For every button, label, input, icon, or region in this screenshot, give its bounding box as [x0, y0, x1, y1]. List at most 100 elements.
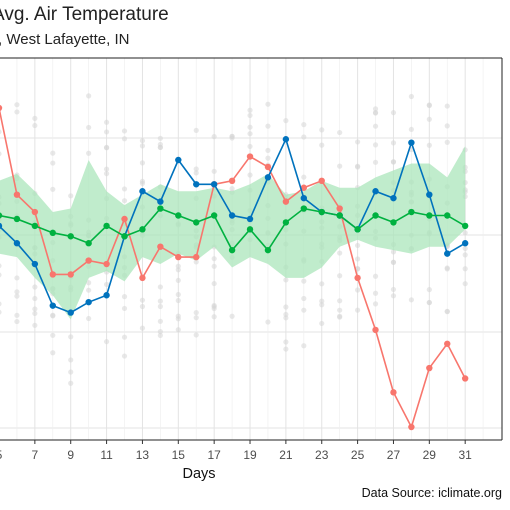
background-point	[390, 249, 397, 255]
data-point-blue	[300, 194, 308, 202]
data-point-blue	[67, 309, 74, 316]
background-point	[265, 123, 271, 129]
background-point	[175, 277, 181, 284]
data-point-red	[444, 340, 451, 347]
x-tick-label: 23	[315, 448, 329, 462]
background-point	[50, 186, 56, 192]
background-point	[247, 172, 253, 178]
data-point-blue	[193, 181, 200, 188]
background-point	[390, 286, 397, 293]
background-point	[139, 180, 146, 186]
background-point	[283, 346, 289, 352]
data-point-green	[0, 212, 3, 219]
background-point	[68, 334, 74, 340]
background-point	[247, 124, 253, 130]
background-point	[14, 289, 20, 295]
background-point	[211, 168, 217, 174]
background-point	[444, 123, 450, 129]
x-tick-label: 13	[136, 448, 150, 462]
background-point	[444, 103, 450, 109]
background-point	[247, 131, 253, 137]
background-point	[14, 102, 20, 108]
data-point-green	[282, 219, 290, 226]
data-point-red	[193, 253, 200, 261]
background-point	[355, 242, 361, 249]
background-point	[14, 109, 20, 115]
x-tick-label: 21	[279, 448, 293, 462]
background-point	[372, 159, 379, 165]
background-point	[301, 295, 307, 302]
data-point-blue	[461, 240, 469, 247]
data-point-green	[139, 226, 146, 233]
data-point-green	[426, 212, 433, 219]
background-point	[139, 325, 146, 331]
x-tick-label: 17	[207, 448, 221, 462]
background-point	[121, 294, 128, 300]
background-point	[103, 281, 110, 288]
background-point	[175, 291, 181, 298]
background-point	[0, 309, 2, 315]
background-point	[283, 311, 289, 318]
data-point-blue	[408, 139, 415, 146]
background-point	[408, 297, 414, 303]
background-point	[121, 334, 128, 340]
background-point	[157, 284, 163, 290]
background-point	[426, 142, 432, 148]
data-point-red	[139, 274, 146, 282]
background-point	[139, 143, 146, 149]
background-point	[193, 259, 199, 265]
background-point	[337, 163, 343, 169]
data-point-blue	[13, 240, 21, 247]
background-point	[157, 135, 163, 141]
data-point-red	[246, 153, 254, 160]
background-point	[390, 293, 397, 299]
data-point-red	[175, 253, 182, 261]
background-point	[32, 295, 38, 302]
data-point-green	[372, 212, 379, 219]
data-point-blue	[49, 302, 56, 309]
background-point	[211, 134, 217, 140]
data-point-green	[408, 208, 415, 216]
background-point	[372, 110, 379, 116]
background-point	[372, 273, 379, 279]
data-point-red	[85, 257, 92, 264]
background-point	[139, 138, 146, 144]
background-point	[157, 332, 163, 339]
background-point	[50, 160, 56, 166]
background-point	[175, 327, 181, 333]
data-point-red	[67, 271, 74, 278]
background-point	[32, 122, 38, 129]
x-tick-label: 11	[100, 448, 113, 462]
background-point	[319, 320, 325, 327]
data-point-green	[85, 240, 92, 247]
x-tick-label: 27	[387, 448, 401, 462]
background-point	[193, 315, 199, 321]
background-point	[265, 155, 271, 161]
background-point	[68, 380, 74, 386]
background-point	[157, 141, 163, 148]
background-point	[139, 303, 146, 310]
data-point-blue	[139, 188, 146, 195]
data-point-green	[210, 212, 218, 219]
x-tick-label: 25	[351, 448, 365, 462]
data-point-red	[264, 163, 272, 171]
data-point-blue	[282, 136, 290, 143]
data-point-red	[408, 423, 415, 431]
background-point	[247, 112, 253, 119]
data-point-red	[49, 271, 56, 278]
background-point	[229, 133, 235, 139]
background-point	[103, 129, 110, 135]
range-band	[0, 146, 466, 320]
data-point-red	[103, 260, 110, 268]
data-point-blue	[85, 298, 92, 306]
background-point	[121, 128, 128, 134]
data-point-blue	[0, 222, 3, 229]
background-point	[265, 101, 271, 107]
background-point	[301, 343, 307, 349]
data-point-green	[31, 222, 39, 230]
background-point	[0, 263, 2, 269]
background-point	[390, 159, 397, 165]
background-point	[426, 102, 432, 108]
background-point	[157, 329, 163, 335]
background-point	[301, 307, 307, 313]
